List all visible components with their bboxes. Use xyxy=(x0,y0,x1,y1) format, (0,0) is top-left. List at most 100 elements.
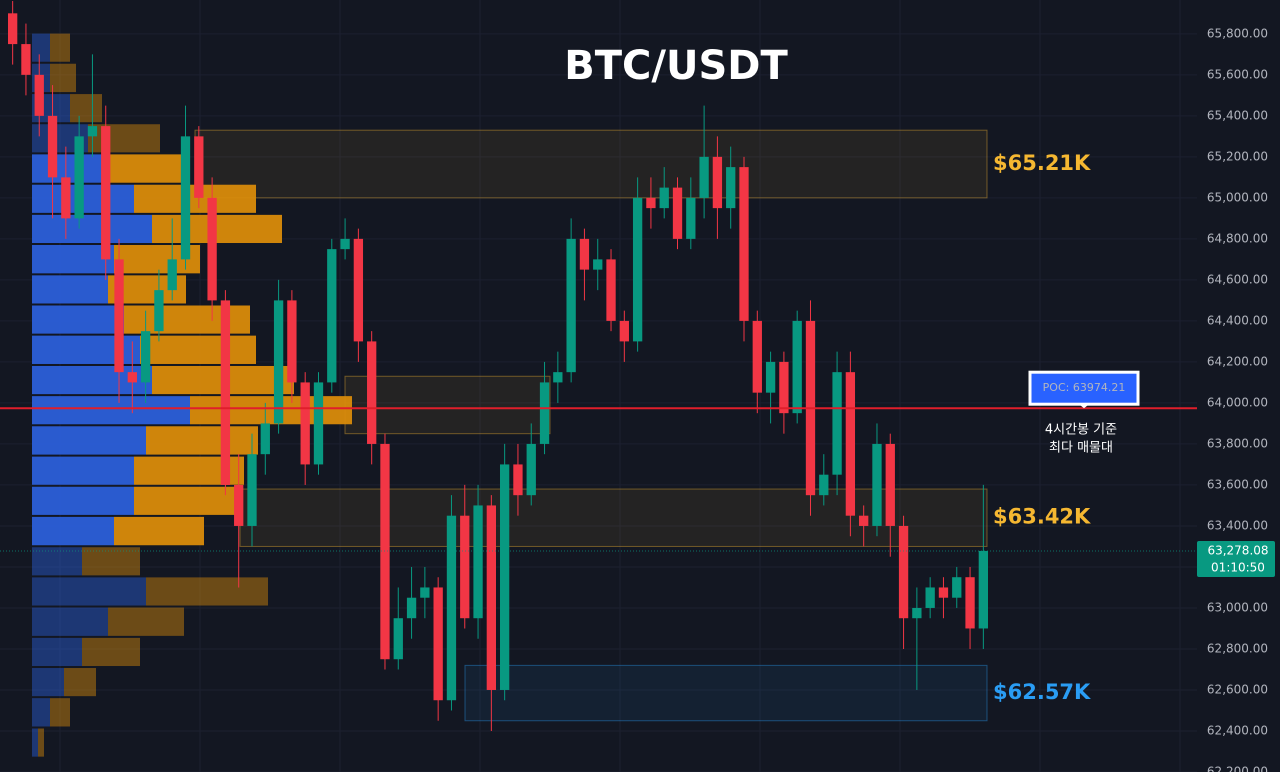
candle-body xyxy=(7,13,18,45)
y-tick-label: 63,400.00 xyxy=(1207,518,1268,532)
annotation: 최다 매물대 xyxy=(1049,441,1113,456)
candle-body xyxy=(752,320,762,393)
zone-label: $65.21K xyxy=(993,151,1091,175)
y-tick-label: 64,600.00 xyxy=(1207,272,1268,286)
candle-body xyxy=(819,474,829,496)
candle-body xyxy=(593,259,603,270)
sell-volume xyxy=(50,63,76,93)
candle-body xyxy=(553,372,563,383)
sell-volume xyxy=(82,637,140,667)
candle-body xyxy=(619,320,629,342)
candle-body xyxy=(912,607,922,619)
candle-body xyxy=(247,454,257,526)
candle-body xyxy=(726,167,736,209)
candle-body xyxy=(406,597,417,619)
candle-body xyxy=(393,618,403,660)
candle-body xyxy=(699,156,709,198)
buy-volume xyxy=(32,245,114,274)
buy-volume xyxy=(32,728,38,757)
buy-volume xyxy=(32,335,140,364)
candle-body xyxy=(925,587,935,608)
candle-body xyxy=(898,525,909,619)
candle-body xyxy=(167,259,177,291)
candle-body xyxy=(340,238,350,250)
y-tick-label: 62,800.00 xyxy=(1207,641,1268,655)
buy-volume xyxy=(32,516,114,546)
candle-body xyxy=(885,443,895,526)
candle-body xyxy=(686,197,696,239)
candle-body xyxy=(140,331,151,383)
candle-body xyxy=(832,372,842,475)
candle-body xyxy=(21,44,31,75)
y-tick-label: 65,000.00 xyxy=(1207,190,1268,204)
candle-body xyxy=(566,238,576,373)
candle-body xyxy=(978,550,989,629)
candle-body xyxy=(127,372,137,383)
poc-pointer xyxy=(1079,404,1089,409)
candle-body xyxy=(61,177,71,219)
candle-body xyxy=(154,290,164,332)
candle-body xyxy=(792,320,802,414)
candle-body xyxy=(194,136,204,198)
price-axis xyxy=(1197,0,1280,772)
sell-volume xyxy=(82,547,140,576)
candle-body xyxy=(765,361,776,393)
sell-volume xyxy=(190,396,352,425)
sell-volume xyxy=(50,33,70,62)
sell-volume xyxy=(134,486,242,515)
candle-body xyxy=(606,259,616,321)
candle-body xyxy=(380,443,390,660)
candle-body xyxy=(659,187,669,209)
candle-body xyxy=(779,361,789,414)
candle-body xyxy=(646,197,656,209)
buy-volume xyxy=(32,486,134,515)
buy-volume xyxy=(32,637,82,667)
y-tick-label: 63,800.00 xyxy=(1207,436,1268,450)
y-tick-label: 65,800.00 xyxy=(1207,26,1268,40)
sell-volume xyxy=(70,94,102,123)
sell-volume xyxy=(146,426,258,455)
sell-volume xyxy=(146,577,268,606)
candle-body xyxy=(513,464,523,496)
buy-volume xyxy=(32,698,50,727)
buy-volume xyxy=(32,426,146,455)
candle-body xyxy=(260,423,270,455)
candle-body xyxy=(872,443,882,526)
sell-volume xyxy=(50,698,70,727)
y-tick-label: 64,800.00 xyxy=(1207,231,1268,245)
candle-body xyxy=(632,197,643,342)
candle-body xyxy=(47,115,58,178)
sell-volume xyxy=(102,154,186,183)
candle-body xyxy=(473,505,483,619)
y-tick-label: 64,200.00 xyxy=(1207,354,1268,368)
sell-volume xyxy=(88,124,160,153)
buy-volume xyxy=(32,214,152,244)
countdown: 01:10:50 xyxy=(1211,560,1265,574)
buy-volume xyxy=(32,668,64,697)
candle-body xyxy=(446,515,457,701)
candle-body xyxy=(234,484,244,526)
candle-body xyxy=(965,577,975,629)
candle-body xyxy=(460,515,470,619)
candle-body xyxy=(180,136,191,260)
candle-body xyxy=(367,341,377,444)
sell-volume xyxy=(38,728,44,757)
candle-body xyxy=(859,515,869,526)
candle-body xyxy=(220,300,231,485)
candle-body xyxy=(672,187,683,239)
candle-body xyxy=(433,587,443,701)
buy-volume xyxy=(32,607,108,636)
buy-volume xyxy=(32,547,82,576)
candle-body xyxy=(101,126,111,260)
buy-volume xyxy=(32,275,108,304)
buy-volume xyxy=(32,577,146,606)
candle-body xyxy=(499,464,510,690)
candle-body xyxy=(287,300,297,383)
y-tick-label: 65,600.00 xyxy=(1207,67,1268,81)
candle-body xyxy=(300,382,310,465)
y-tick-label: 65,200.00 xyxy=(1207,149,1268,163)
y-tick-label: 64,000.00 xyxy=(1207,395,1268,409)
candle-body xyxy=(34,74,44,116)
buy-volume xyxy=(32,305,124,334)
